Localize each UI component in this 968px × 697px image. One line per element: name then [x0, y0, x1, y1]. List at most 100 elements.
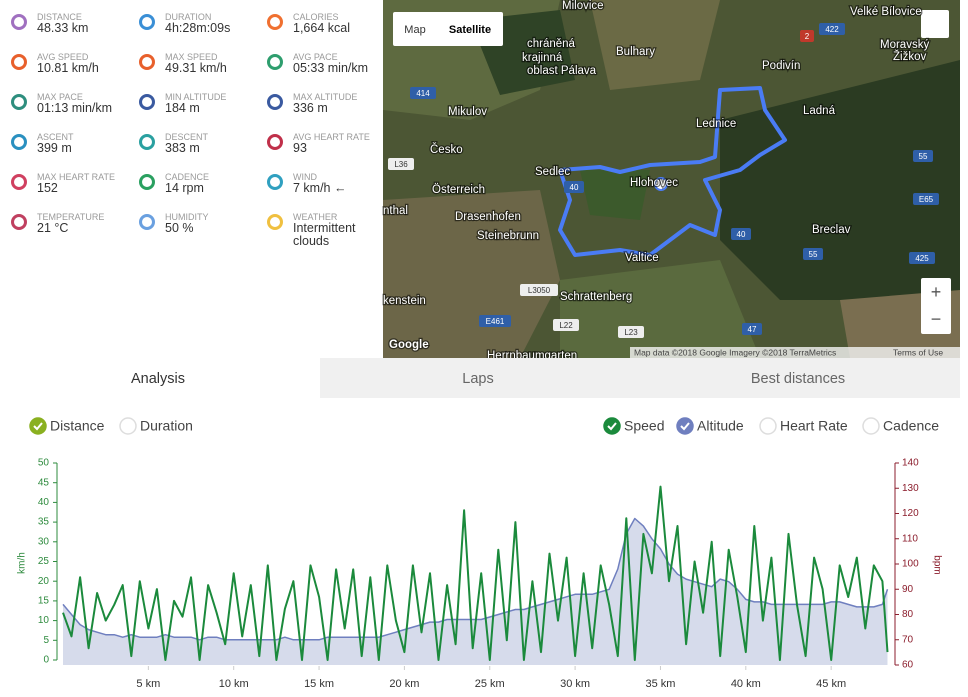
- legend-label[interactable]: Cadence: [883, 418, 939, 434]
- chart: Distance Duration Speed Altitude Heart Rate C…: [17, 417, 942, 690]
- stat-value: 01:13 min/km: [37, 101, 113, 115]
- place-label: Velké Bílovice: [850, 6, 922, 18]
- stat-label: DISTANCE: [37, 12, 82, 22]
- stat-label: MAX SPEED: [165, 52, 218, 62]
- place-label: Drasenhofen: [455, 211, 521, 223]
- x-option-label[interactable]: Distance: [50, 418, 105, 434]
- road-label: 40: [570, 183, 579, 192]
- x-tick-label: 45 km: [816, 678, 846, 690]
- tab[interactable]: [0, 358, 320, 398]
- place-label: kenstein: [383, 295, 426, 307]
- stat-label: MIN ALTITUDE: [165, 92, 227, 102]
- legend-label[interactable]: Speed: [624, 418, 664, 434]
- road-shield: [742, 323, 762, 335]
- series-line: [62, 485, 889, 661]
- stat-label: CALORIES: [293, 12, 339, 22]
- attribution-bar: [630, 347, 960, 358]
- legend-label[interactable]: Altitude: [697, 418, 744, 434]
- road-label: L22: [559, 321, 573, 330]
- stat-value: 336 m: [293, 101, 328, 115]
- place-label: Sedlec: [535, 166, 570, 178]
- stat-label: MAX HEART RATE: [37, 172, 116, 182]
- y2-tick-label: 90: [902, 584, 914, 595]
- stat-label: CADENCE: [165, 172, 210, 182]
- place-label: Podivín: [762, 60, 800, 72]
- tab[interactable]: [320, 358, 640, 398]
- stat-label: WEATHER: [293, 212, 338, 222]
- road-label: 2: [805, 32, 810, 41]
- map-button[interactable]: Map: [404, 24, 425, 36]
- place-label: Hlohovec: [630, 177, 678, 189]
- map-type-box[interactable]: [393, 12, 503, 46]
- y-tick-label: 10: [38, 615, 50, 626]
- stat-label: MAX PACE: [37, 92, 83, 102]
- road-label: L36: [394, 160, 408, 169]
- y-tick-label: 5: [43, 635, 49, 646]
- tab-label[interactable]: Analysis: [131, 371, 185, 387]
- tab[interactable]: [640, 358, 960, 398]
- stat-item: CADENCE 14 rpm: [139, 172, 277, 195]
- stat-item: WEATHER Intermittent clouds: [267, 212, 383, 248]
- x-option-label[interactable]: Duration: [140, 418, 193, 434]
- zoom-out[interactable]: −: [931, 309, 942, 329]
- y2-tick-label: 60: [902, 660, 914, 671]
- stat-icon: [139, 54, 155, 70]
- stat-value: 383 m: [165, 141, 200, 155]
- stat-label: HUMIDITY: [165, 212, 209, 222]
- fullscreen-button[interactable]: [921, 10, 949, 38]
- place-label: chráněná: [527, 38, 576, 50]
- stat-item: MAX HEART RATE 152: [11, 172, 149, 195]
- stat-item: DESCENT 383 m: [139, 132, 277, 155]
- legend-check[interactable]: [862, 417, 880, 435]
- satellite-button[interactable]: Satellite: [449, 24, 491, 36]
- legend-label[interactable]: Heart Rate: [780, 418, 848, 434]
- place-label: Schrattenberg: [560, 291, 632, 303]
- legend-check[interactable]: [603, 417, 621, 435]
- x-option-check[interactable]: [119, 417, 137, 435]
- stat-item: AVG PACE 05:33 min/km: [267, 52, 383, 75]
- stat-icon: [11, 14, 27, 30]
- stat-value: 1,664 kcal: [293, 21, 350, 35]
- place-label: Valtice: [625, 252, 659, 264]
- stat-icon: [267, 134, 283, 150]
- zoom-in[interactable]: +: [931, 282, 942, 302]
- google-logo: Google: [389, 339, 429, 351]
- tab-label[interactable]: Laps: [462, 371, 493, 387]
- stat-item: CALORIES 1,664 kcal: [267, 12, 383, 35]
- legend-check[interactable]: [759, 417, 777, 435]
- y-tick-label: 35: [38, 517, 50, 528]
- road-shield: [618, 326, 644, 338]
- tab-label[interactable]: Best distances: [751, 371, 845, 387]
- stat-item: MAX ALTITUDE 336 m: [267, 92, 383, 115]
- y2-tick-label: 140: [902, 458, 919, 469]
- x-tick-label: 20 km: [389, 678, 419, 690]
- tabs: Analysis Laps Best distances: [0, 358, 960, 398]
- place-label: Česko: [430, 143, 463, 156]
- map[interactable]: [383, 0, 960, 358]
- x-option-check[interactable]: [29, 417, 47, 435]
- terms-link[interactable]: Terms of Use: [893, 347, 943, 357]
- place-label: Mikulov: [448, 106, 487, 118]
- stat-icon: [267, 14, 283, 30]
- stat-item: MAX PACE 01:13 min/km: [11, 92, 149, 115]
- legend-check[interactable]: [676, 417, 694, 435]
- place-label: Bulhary: [616, 46, 655, 58]
- road-label: L3050: [528, 286, 551, 295]
- stat-icon: [139, 214, 155, 230]
- stat-item: AVG HEART RATE 93: [267, 132, 383, 155]
- zoom-box[interactable]: [921, 278, 951, 334]
- stat-item: MIN ALTITUDE 184 m: [139, 92, 277, 115]
- y2-tick-label: 110: [902, 533, 918, 544]
- place-label: krajinná: [522, 52, 563, 64]
- stat-value: 152: [37, 181, 58, 195]
- y2-tick-label: 100: [902, 559, 919, 570]
- stat-label: TEMPERATURE: [37, 212, 105, 222]
- road-label: L23: [624, 328, 638, 337]
- route-marker: [654, 177, 668, 191]
- stat-item: AVG SPEED 10.81 km/h: [11, 52, 149, 75]
- road-label: 55: [809, 250, 818, 259]
- checkmark: [33, 422, 43, 431]
- x-tick-label: 30 km: [560, 678, 590, 690]
- place-label: oblast Pálava: [527, 65, 597, 77]
